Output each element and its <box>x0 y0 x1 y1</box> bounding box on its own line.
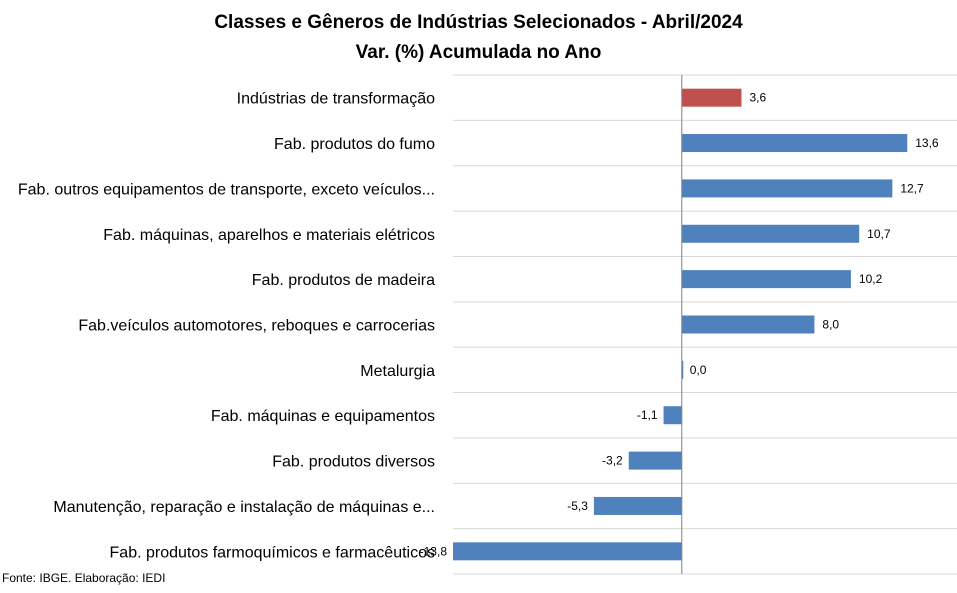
category-label: Fab. outros equipamentos de transporte, … <box>18 181 435 198</box>
category-label: Fab. produtos do fumo <box>274 136 435 153</box>
category-label: Fab. produtos de madeira <box>252 272 435 289</box>
value-label: -1,1 <box>637 408 658 422</box>
value-label: 8,0 <box>822 318 839 332</box>
bar <box>681 270 851 289</box>
value-label: -5,3 <box>567 499 588 513</box>
category-label: Fab. produtos diversos <box>272 454 435 471</box>
chart-subtitle: Var. (%) Acumulada no Ano <box>355 42 602 63</box>
bar <box>681 315 815 334</box>
chart-title: Classes e Gêneros de Indústrias Selecion… <box>214 12 743 33</box>
value-label: 3,6 <box>749 91 766 105</box>
value-label: 0,0 <box>690 363 707 377</box>
category-label: Fab.veículos automotores, reboques e car… <box>78 318 435 335</box>
value-label: 10,7 <box>867 227 891 241</box>
category-label: Fab. produtos farmoquímicos e farmacêuti… <box>110 544 435 561</box>
category-label: Fab. máquinas e equipamentos <box>211 408 435 425</box>
bar <box>681 88 742 107</box>
category-labels: Indústrias de transformação Fab. produtos… <box>18 91 435 562</box>
category-label: Metalurgia <box>360 363 435 380</box>
source-note: Fonte: IBGE. Elaboração: IEDI <box>2 571 166 585</box>
bar <box>593 496 682 515</box>
category-label: Manutenção, reparação e instalação de má… <box>53 499 435 516</box>
bar <box>681 224 860 243</box>
value-labels: 3,6 13,6 12,7 10,7 10,2 8,0 0,0 -1,1 -3,2 -5,3 -13… <box>420 91 939 559</box>
value-label: -13,8 <box>420 544 448 558</box>
value-label: 12,7 <box>900 181 924 195</box>
bar <box>628 451 682 470</box>
bar <box>681 179 893 198</box>
value-label: 13,6 <box>915 136 939 150</box>
gridlines <box>453 74 957 575</box>
bars <box>453 88 908 561</box>
bar <box>681 360 684 379</box>
value-label: 10,2 <box>859 272 883 286</box>
bar <box>663 406 682 425</box>
value-label: -3,2 <box>602 454 623 468</box>
bar <box>453 542 682 561</box>
bar <box>681 134 908 153</box>
category-label: Fab. máquinas, aparelhos e materiais elé… <box>103 227 435 244</box>
category-label: Indústrias de transformação <box>237 91 435 108</box>
